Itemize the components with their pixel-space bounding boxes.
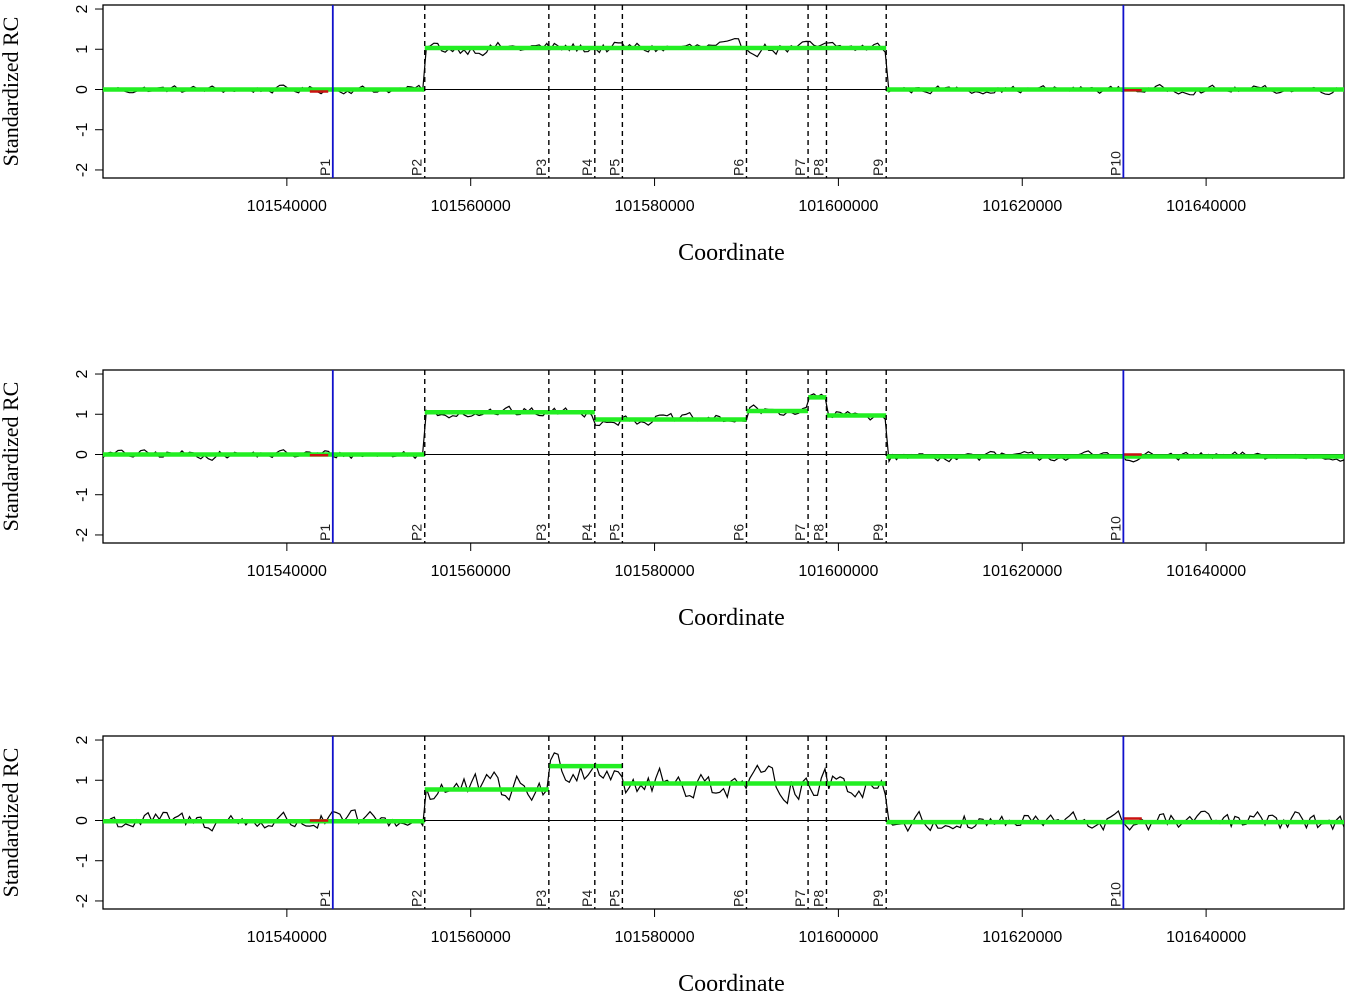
x-tick-label: 101540000 bbox=[247, 929, 327, 946]
x-tick-label: 101620000 bbox=[982, 563, 1062, 580]
y-tick-label: 2 bbox=[74, 4, 91, 13]
x-tick-label: 101580000 bbox=[615, 563, 695, 580]
y-tick-label: -1 bbox=[74, 123, 91, 137]
breakpoint-label: P8 bbox=[810, 159, 826, 176]
y-tick-label: -1 bbox=[74, 854, 91, 868]
breakpoint-label: P10 bbox=[1107, 151, 1123, 176]
breakpoint-label: P3 bbox=[533, 159, 549, 176]
y-tick-label: 0 bbox=[74, 85, 91, 94]
x-tick-label: 101640000 bbox=[1166, 929, 1246, 946]
breakpoint-label: P7 bbox=[792, 524, 808, 541]
y-tick-label: -1 bbox=[74, 488, 91, 502]
y-tick-label: -2 bbox=[74, 163, 91, 177]
x-tick-label: 101620000 bbox=[982, 929, 1062, 946]
y-tick-label: 1 bbox=[74, 776, 91, 785]
breakpoint-label: P5 bbox=[606, 524, 622, 541]
breakpoint-label: P8 bbox=[810, 890, 826, 907]
y-axis-title: Standardized RC bbox=[0, 17, 23, 167]
signal-trace bbox=[102, 393, 1345, 464]
x-tick-label: 101640000 bbox=[1166, 198, 1246, 215]
x-tick-label: 101600000 bbox=[798, 929, 878, 946]
breakpoint-label: P7 bbox=[792, 890, 808, 907]
breakpoint-label: P9 bbox=[870, 890, 886, 907]
y-tick-label: -2 bbox=[74, 894, 91, 908]
y-tick-label: 2 bbox=[74, 369, 91, 378]
breakpoint-label: P4 bbox=[579, 524, 595, 541]
x-tick-label: 101560000 bbox=[431, 563, 511, 580]
x-tick-label: 101600000 bbox=[798, 563, 878, 580]
panel-middle: -2 -1 0 1 2 101540000 101560000 101580000 101600… bbox=[0, 369, 1345, 631]
breakpoint-label: P10 bbox=[1107, 882, 1123, 907]
x-tick-label: 101560000 bbox=[431, 198, 511, 215]
breakpoint-label: P1 bbox=[317, 159, 333, 176]
breakpoint-label: P2 bbox=[409, 159, 425, 176]
x-axis-title: Coordinate bbox=[678, 605, 785, 631]
x-tick-label: 101620000 bbox=[982, 198, 1062, 215]
x-tick-label: 101600000 bbox=[798, 198, 878, 215]
breakpoint-label: P5 bbox=[606, 890, 622, 907]
breakpoint-label: P9 bbox=[870, 524, 886, 541]
x-tick-label: 101540000 bbox=[247, 563, 327, 580]
x-axis-title: Coordinate bbox=[678, 971, 785, 997]
y-tick-label: 0 bbox=[74, 816, 91, 825]
x-tick-label: 101540000 bbox=[247, 198, 327, 215]
breakpoint-label: P9 bbox=[870, 159, 886, 176]
y-tick-label: 1 bbox=[74, 45, 91, 54]
y-tick-label: 2 bbox=[74, 735, 91, 744]
breakpoint-label: P7 bbox=[792, 159, 808, 176]
breakpoint-label: P4 bbox=[579, 890, 595, 907]
breakpoint-label: P2 bbox=[409, 890, 425, 907]
y-tick-label: -2 bbox=[74, 528, 91, 542]
breakpoint-label: P2 bbox=[409, 524, 425, 541]
x-tick-label: 101560000 bbox=[431, 929, 511, 946]
y-tick-label: 1 bbox=[74, 410, 91, 419]
panel-bottom: -2 -1 0 1 2 101540000 101560000 101580000 101600… bbox=[0, 735, 1345, 997]
breakpoint-label: P10 bbox=[1107, 516, 1123, 541]
x-tick-label: 101640000 bbox=[1166, 563, 1246, 580]
x-tick-label: 101580000 bbox=[615, 198, 695, 215]
y-tick-label: 0 bbox=[74, 450, 91, 459]
breakpoint-label: P6 bbox=[730, 890, 746, 907]
breakpoint-label: P5 bbox=[606, 159, 622, 176]
breakpoint-label: P6 bbox=[730, 159, 746, 176]
x-axis-title: Coordinate bbox=[678, 240, 785, 266]
breakpoint-label: P1 bbox=[317, 890, 333, 907]
breakpoint-label: P6 bbox=[730, 524, 746, 541]
y-axis-title: Standardized RC bbox=[0, 382, 23, 532]
breakpoint-label: P4 bbox=[579, 159, 595, 176]
panel-top: -2 -1 0 1 2 101540000 101560000 101580000 101600… bbox=[0, 4, 1345, 266]
x-tick-label: 101580000 bbox=[615, 929, 695, 946]
breakpoint-label: P1 bbox=[317, 524, 333, 541]
breakpoint-label: P3 bbox=[533, 524, 549, 541]
breakpoint-label: P3 bbox=[533, 890, 549, 907]
y-axis-title: Standardized RC bbox=[0, 748, 23, 898]
breakpoint-label: P8 bbox=[810, 524, 826, 541]
